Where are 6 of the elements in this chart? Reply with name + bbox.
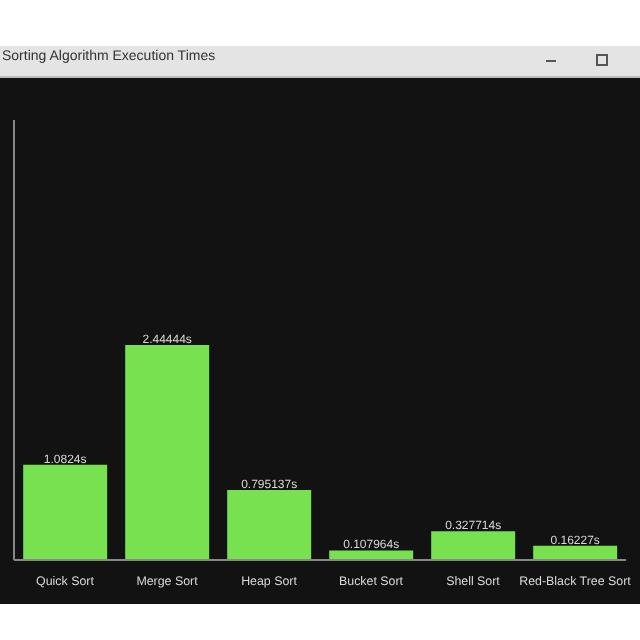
bar [329,550,414,560]
bar [125,344,210,560]
bar [533,545,618,560]
bar [431,531,516,560]
bar [227,490,312,560]
bar [23,464,108,560]
